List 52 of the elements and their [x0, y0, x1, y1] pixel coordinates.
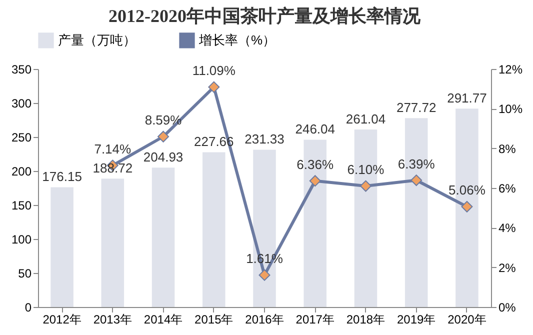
data-label: 246.04 — [295, 122, 335, 137]
point — [410, 174, 422, 186]
point — [158, 130, 170, 142]
bar — [202, 152, 226, 307]
data-label: 277.72 — [396, 100, 436, 116]
data-label: 6.36% — [296, 156, 334, 172]
y-tick-label: 250 — [11, 130, 32, 144]
data-label: 5.06% — [448, 182, 486, 198]
y-tick-label: 50 — [18, 266, 32, 280]
x-tick-label: 2019年 — [396, 312, 436, 326]
y-tick-label: 0 — [24, 300, 32, 314]
y2-tick-label: 12% — [498, 62, 523, 76]
data-label: 204.93 — [143, 150, 184, 165]
chart-title: 2012-2020年中国茶叶产量及增长率情况 — [108, 6, 422, 26]
x-tick-label: 2014年 — [144, 312, 183, 326]
bar — [152, 168, 175, 307]
data-label: 231.33 — [244, 132, 284, 147]
y2-tick-label: 4% — [498, 221, 516, 236]
point — [309, 175, 321, 187]
data-label: 7.14% — [94, 141, 132, 156]
x-tick-label: 2015年 — [194, 312, 234, 326]
y2-tick-label: 10% — [498, 102, 523, 116]
x-tick-label: 2018年 — [346, 312, 386, 326]
x-tick-label: 2016年 — [245, 312, 284, 326]
point — [258, 269, 270, 281]
x-tick-label: 2017年 — [296, 312, 334, 326]
data-label: 176.15 — [42, 169, 82, 184]
data-label: 6.39% — [398, 156, 436, 172]
y-tick-label: 300 — [11, 96, 32, 110]
legend-label: 增长率（%） — [198, 32, 276, 48]
data-label: 188.72 — [92, 160, 133, 176]
point — [208, 81, 220, 93]
x-tick-label: 2012年 — [42, 312, 82, 326]
y-tick-label: 200 — [11, 164, 32, 178]
x-tick-label: 2020年 — [448, 312, 486, 326]
bar — [101, 178, 124, 307]
point — [360, 180, 372, 192]
y2-tick-label: 8% — [498, 142, 516, 156]
y-tick-label: 100 — [11, 232, 32, 246]
y2-tick-label: 2% — [498, 260, 516, 275]
data-label: 291.77 — [447, 90, 487, 106]
data-label: 11.09% — [192, 63, 236, 78]
legend-label: 产量（万吨） — [58, 32, 136, 48]
bar — [50, 187, 74, 307]
point — [461, 200, 473, 212]
y-tick-label: 150 — [11, 198, 32, 212]
data-label: 6.10% — [347, 162, 385, 178]
x-tick-label: 2013年 — [93, 312, 132, 326]
y2-tick-label: 6% — [498, 182, 516, 196]
y-tick-label: 350 — [11, 62, 32, 76]
y2-tick-label: 0% — [498, 300, 516, 314]
data-label: 261.04 — [346, 111, 386, 126]
